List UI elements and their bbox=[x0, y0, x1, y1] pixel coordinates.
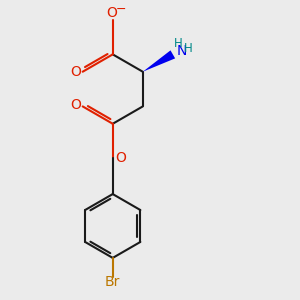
Polygon shape bbox=[143, 50, 175, 72]
Text: H: H bbox=[174, 37, 182, 50]
Text: O: O bbox=[107, 6, 118, 20]
Text: O: O bbox=[116, 152, 126, 166]
Text: −: − bbox=[116, 3, 126, 16]
Text: H: H bbox=[184, 41, 193, 55]
Text: Br: Br bbox=[105, 275, 120, 289]
Text: O: O bbox=[70, 65, 81, 79]
Text: N: N bbox=[177, 44, 187, 58]
Text: O: O bbox=[70, 98, 81, 112]
